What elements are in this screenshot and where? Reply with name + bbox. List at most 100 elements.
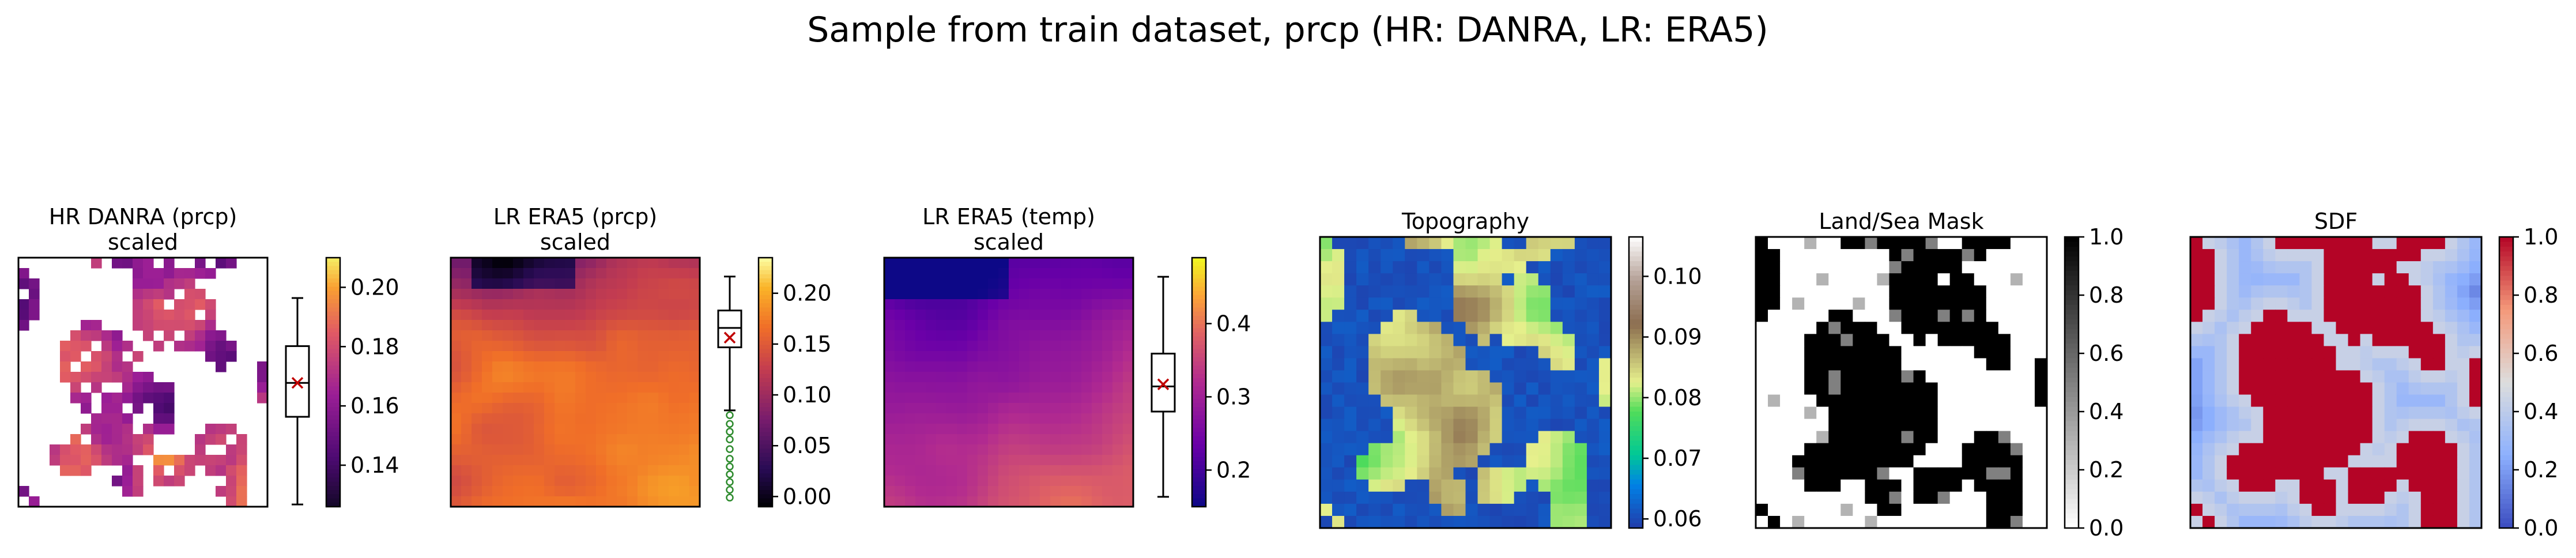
heatmap-cell [1332, 346, 1345, 359]
heatmap-cell [2251, 394, 2264, 408]
heatmap-cell [1538, 297, 1551, 310]
heatmap-cell [2263, 273, 2276, 286]
heatmap-cell [1417, 431, 1430, 444]
heatmap-cell [1502, 431, 1515, 444]
colorbar-segment [2065, 310, 2079, 315]
heatmap-cell [1853, 382, 1865, 395]
heatmap-cell [1526, 418, 1539, 432]
heatmap-cell [2432, 382, 2446, 395]
colorbar-segment [759, 270, 772, 275]
heatmap-cell [1949, 455, 1963, 468]
heatmap-cell [513, 393, 524, 404]
heatmap-cell [1792, 346, 1805, 359]
heatmap-cell [1009, 310, 1020, 321]
heatmap-cell [164, 393, 175, 404]
heatmap-cell [1071, 393, 1082, 404]
heatmap-cell [926, 258, 937, 269]
heatmap-cell [638, 424, 648, 435]
heatmap-cell [1828, 455, 1841, 468]
colorbar-segment [759, 453, 772, 458]
heatmap-cell [575, 289, 586, 300]
heatmap-cell [1598, 406, 1612, 420]
heatmap-cell [978, 476, 989, 487]
heatmap-cell [884, 403, 895, 414]
heatmap-cell [1050, 476, 1061, 487]
heatmap-cell [1768, 443, 1781, 456]
heatmap-cell [2215, 443, 2227, 456]
heatmap-cell [2227, 394, 2239, 408]
heatmap-cell [905, 289, 916, 300]
heatmap-cell [1429, 285, 1442, 298]
heatmap-cell [1865, 467, 1878, 480]
heatmap-cell [2034, 382, 2047, 395]
heatmap-cell [2034, 285, 2047, 298]
heatmap-cell [2384, 431, 2397, 444]
heatmap-cell [1828, 515, 1841, 529]
heatmap-cell [1061, 330, 1072, 341]
heatmap-cell [895, 361, 906, 372]
heatmap-cell [1792, 261, 1805, 274]
colorbar-segment [1192, 291, 1206, 296]
heatmap-cell [1853, 394, 1865, 408]
heatmap-cell [174, 278, 185, 289]
heatmap-cell [2311, 406, 2325, 420]
heatmap-cell [1029, 330, 1040, 341]
heatmap-cell [2239, 334, 2251, 346]
colorbar-segment [1629, 460, 1643, 466]
heatmap-cell [2311, 237, 2325, 250]
heatmap-cell [1768, 406, 1781, 420]
heatmap-cell [606, 278, 617, 289]
heatmap-cell [1061, 465, 1072, 476]
colorbar-segment [2499, 372, 2513, 378]
heatmap-cell [1986, 382, 1999, 395]
heatmap-cell [70, 455, 81, 466]
heatmap-cell [905, 299, 916, 310]
heatmap-cell [1071, 351, 1082, 362]
heatmap-cell [1780, 346, 1793, 359]
heatmap-cell [1937, 334, 1951, 346]
heatmap-cell [1865, 334, 1878, 346]
heatmap-cell [1123, 361, 1134, 372]
heatmap-cell [669, 310, 680, 321]
heatmap-cell [2275, 297, 2288, 310]
heatmap-cell [988, 465, 999, 476]
heatmap-cell [946, 372, 957, 383]
colorbar-segment [2499, 285, 2513, 291]
heatmap-cell [2263, 285, 2276, 298]
heatmap-cell [1913, 334, 1926, 346]
heatmap-cell [2360, 382, 2373, 395]
heatmap-cell [70, 393, 81, 404]
heatmap-cell [596, 278, 607, 289]
heatmap-cell [1828, 273, 1841, 286]
heatmap-cell [472, 351, 482, 362]
colorbar-segment [326, 390, 340, 395]
heatmap-cell [1405, 249, 1417, 262]
heatmap-cell [1865, 406, 1878, 420]
heatmap-cell [1526, 273, 1539, 286]
heatmap-cell [575, 413, 586, 424]
heatmap-cell [544, 310, 555, 321]
heatmap-cell [1029, 476, 1040, 487]
heatmap-cell [1889, 285, 1902, 298]
heatmap-cell [1071, 330, 1082, 341]
heatmap-cell [2372, 503, 2385, 516]
heatmap-cell [472, 372, 482, 383]
colorbar-segment [1629, 329, 1643, 334]
heatmap-cell [1514, 346, 1527, 359]
heatmap-cell [1913, 503, 1926, 516]
heatmap-cell [1598, 285, 1612, 298]
heatmap-cell [2396, 237, 2409, 250]
heatmap-cell [1514, 382, 1527, 395]
heatmap-cell [1441, 503, 1454, 516]
heatmap-cell [1029, 268, 1040, 279]
heatmap-cell [60, 361, 71, 372]
heatmap-cell [2420, 406, 2434, 420]
heatmap-cell [1792, 406, 1805, 420]
heatmap-cell [1112, 455, 1123, 466]
colorbar-tick-label: 0.10 [783, 382, 832, 408]
heatmap-cell [2336, 261, 2349, 274]
heatmap-cell [2311, 455, 2325, 468]
colorbar-frame [325, 257, 341, 508]
heatmap-cell [1514, 515, 1527, 529]
heatmap-cell [586, 455, 597, 466]
